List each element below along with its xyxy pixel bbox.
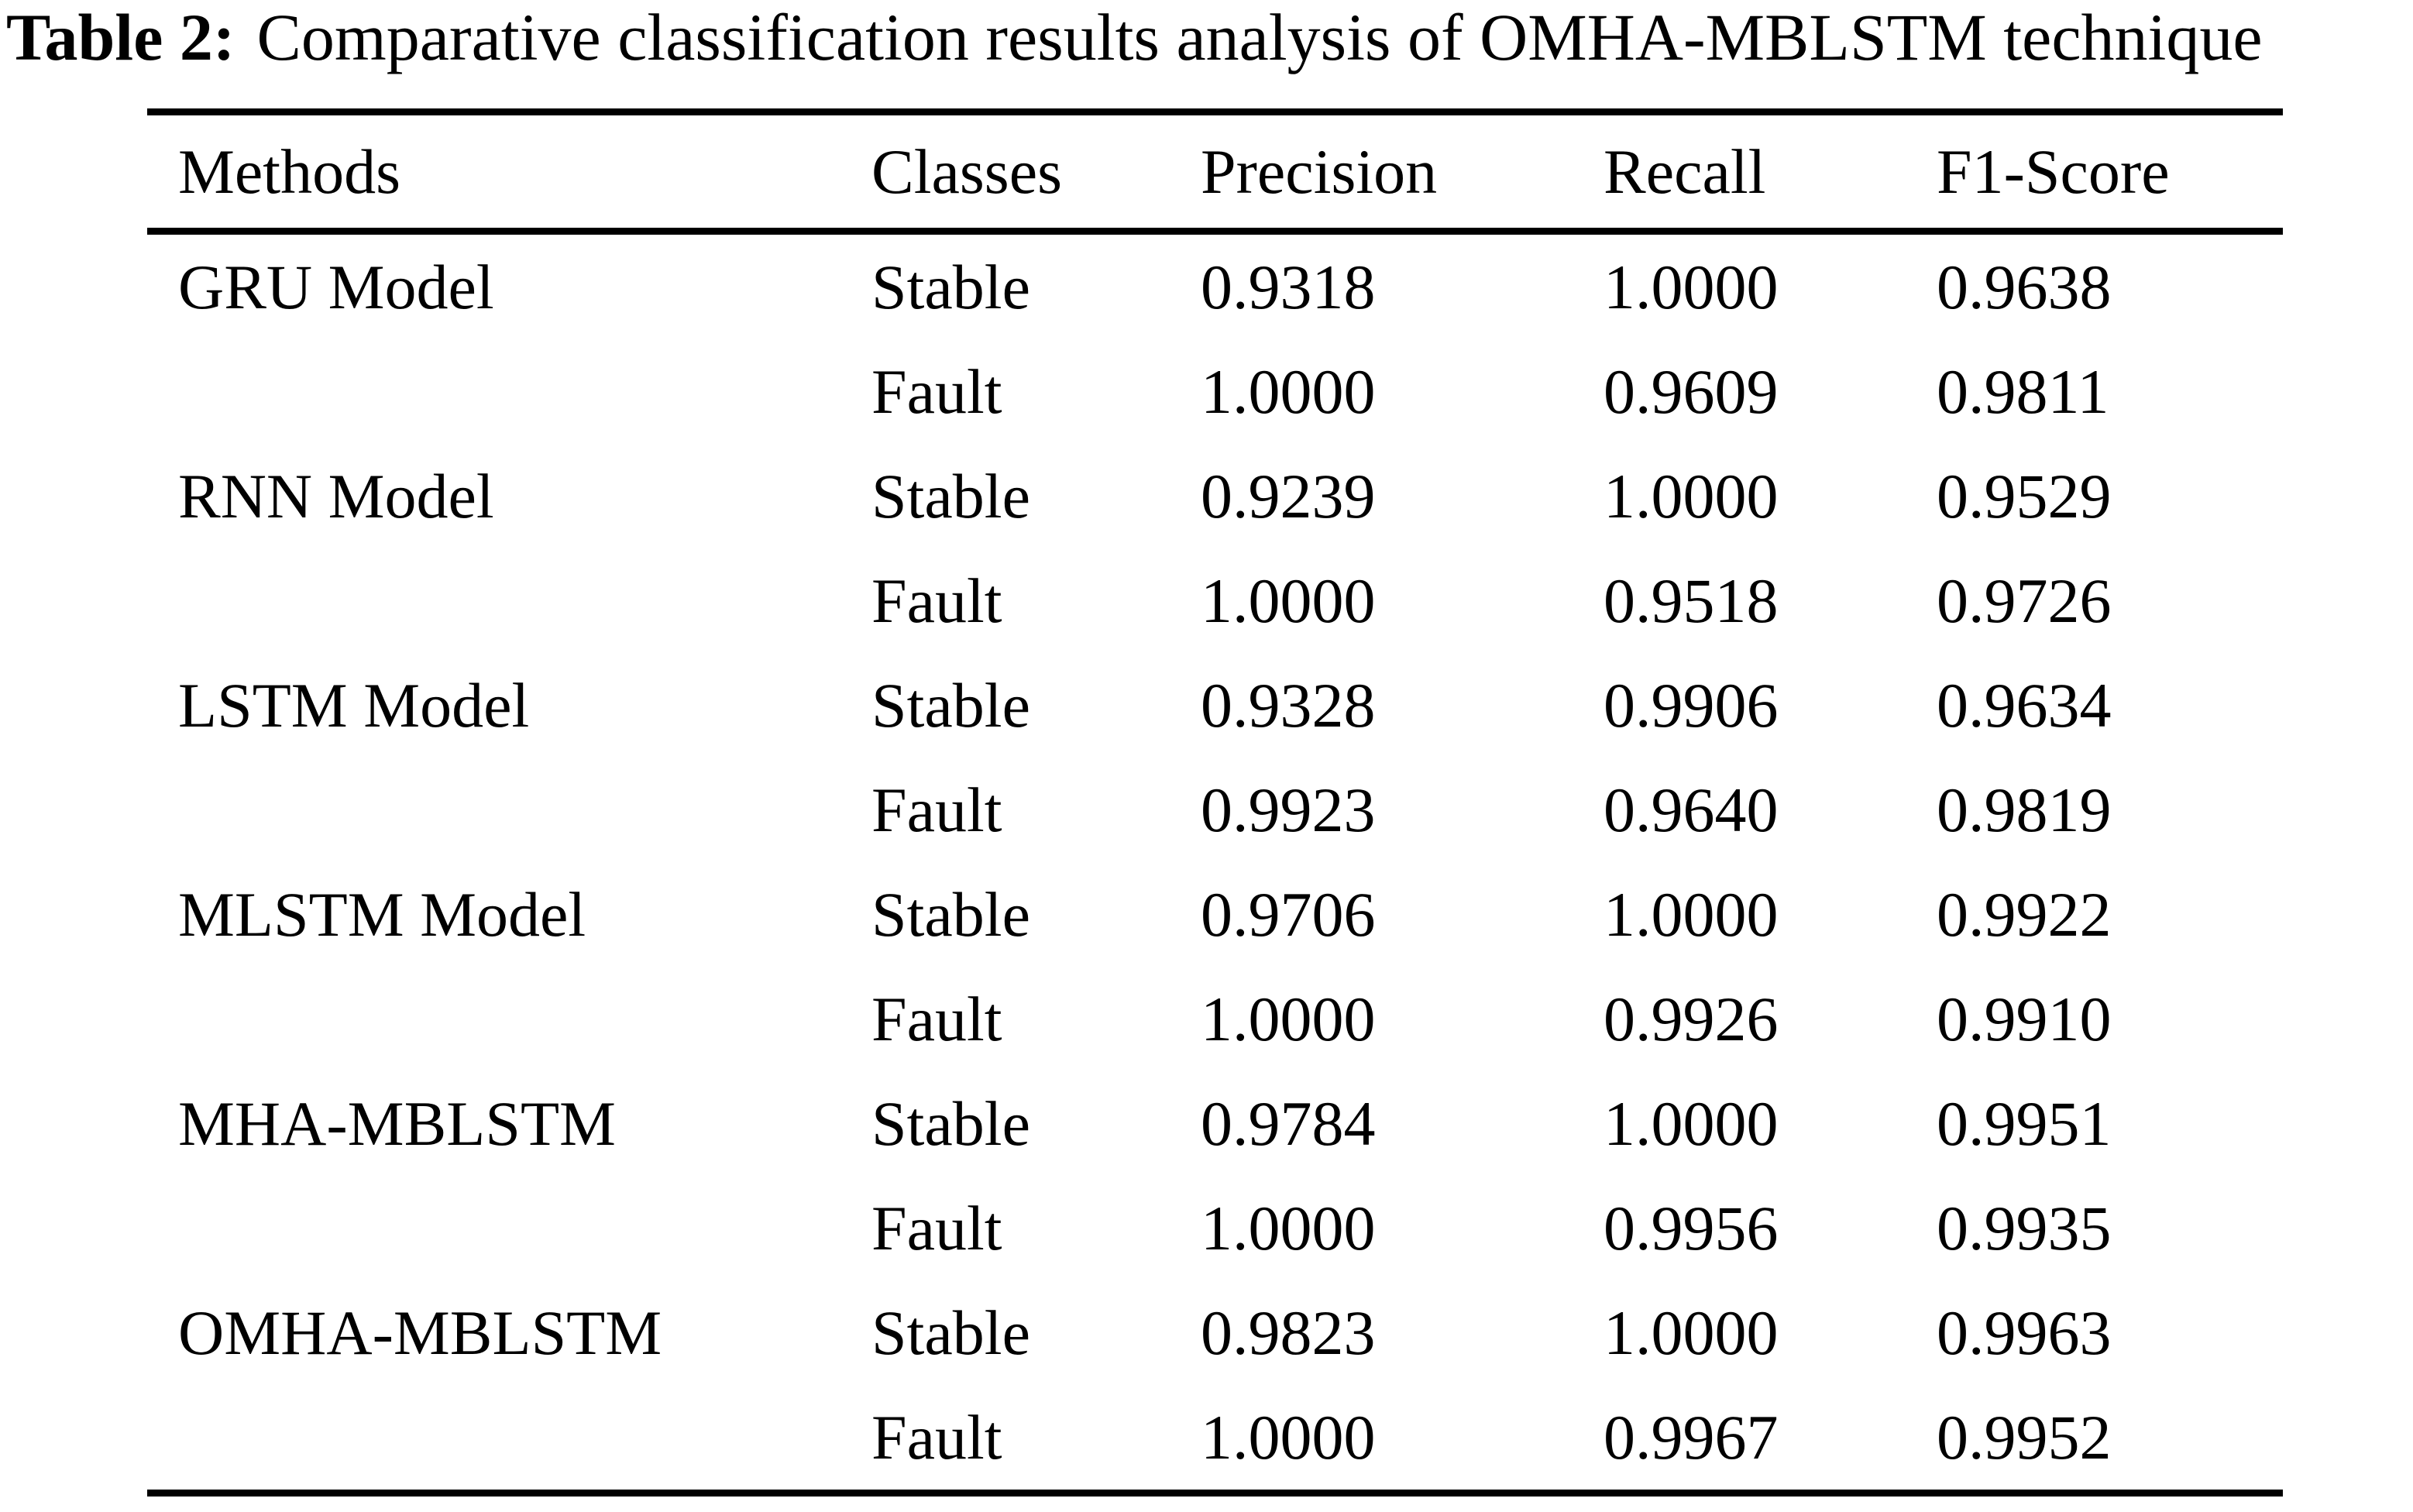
method-cell bbox=[147, 758, 871, 862]
recall-cell: 1.0000 bbox=[1604, 1297, 1779, 1368]
f1-cell: 0.9529 bbox=[1937, 460, 2112, 531]
precision-cell: 0.9784 bbox=[1201, 1088, 1376, 1159]
class-cell: Stable bbox=[871, 460, 1030, 531]
class-cell: Stable bbox=[871, 878, 1030, 950]
class-cell: Stable bbox=[871, 669, 1030, 741]
header-methods: Methods bbox=[178, 136, 400, 207]
f1-cell: 0.9634 bbox=[1937, 669, 2112, 741]
method-cell bbox=[147, 548, 871, 653]
table-caption: Table 2: Comparative classification resul… bbox=[6, 0, 2263, 74]
method-cell: MLSTM Model bbox=[178, 878, 586, 950]
method-cell: GRU Model bbox=[178, 251, 494, 322]
table-row: RNN Model Stable 0.9239 1.0000 0.9529 bbox=[147, 444, 2283, 548]
table-row: Fault 1.0000 0.9609 0.9811 bbox=[147, 339, 2283, 444]
precision-cell: 0.9923 bbox=[1201, 774, 1376, 845]
table-row: Fault 0.9923 0.9640 0.9819 bbox=[147, 758, 2283, 862]
header-precision: Precision bbox=[1201, 136, 1438, 207]
header-recall: Recall bbox=[1604, 136, 1766, 207]
recall-cell: 1.0000 bbox=[1604, 460, 1779, 531]
f1-cell: 0.9819 bbox=[1937, 774, 2112, 845]
f1-cell: 0.9963 bbox=[1937, 1297, 2112, 1368]
class-cell: Fault bbox=[871, 1401, 1002, 1472]
class-cell: Stable bbox=[871, 251, 1030, 322]
f1-cell: 0.9952 bbox=[1937, 1401, 2112, 1472]
precision-cell: 0.9318 bbox=[1201, 251, 1376, 322]
table-row: OMHA-MBLSTM Stable 0.9823 1.0000 0.9963 bbox=[147, 1280, 2283, 1385]
table-row: Fault 1.0000 0.9926 0.9910 bbox=[147, 967, 2283, 1071]
precision-cell: 1.0000 bbox=[1201, 356, 1376, 427]
recall-cell: 1.0000 bbox=[1604, 1088, 1779, 1159]
method-cell bbox=[147, 339, 871, 444]
class-cell: Fault bbox=[871, 565, 1002, 636]
precision-cell: 1.0000 bbox=[1201, 565, 1376, 636]
method-cell: RNN Model bbox=[178, 460, 494, 531]
f1-cell: 0.9951 bbox=[1937, 1088, 2112, 1159]
header-classes: Classes bbox=[871, 136, 1062, 207]
table-row: Fault 1.0000 0.9956 0.9935 bbox=[147, 1176, 2283, 1280]
class-cell: Stable bbox=[871, 1088, 1030, 1159]
precision-cell: 1.0000 bbox=[1201, 1192, 1376, 1263]
precision-cell: 1.0000 bbox=[1201, 983, 1376, 1054]
method-cell: OMHA-MBLSTM bbox=[178, 1297, 662, 1368]
table-row: MLSTM Model Stable 0.9706 1.0000 0.9922 bbox=[147, 862, 2283, 967]
recall-cell: 0.9926 bbox=[1604, 983, 1779, 1054]
class-cell: Fault bbox=[871, 356, 1002, 427]
method-cell bbox=[147, 1385, 871, 1493]
recall-cell: 0.9956 bbox=[1604, 1192, 1779, 1263]
precision-cell: 0.9706 bbox=[1201, 878, 1376, 950]
class-cell: Stable bbox=[871, 1297, 1030, 1368]
f1-cell: 0.9638 bbox=[1937, 251, 2112, 322]
method-cell bbox=[147, 1176, 871, 1280]
table-row: LSTM Model Stable 0.9328 0.9906 0.9634 bbox=[147, 653, 2283, 758]
f1-cell: 0.9811 bbox=[1937, 356, 2109, 427]
recall-cell: 0.9967 bbox=[1604, 1401, 1779, 1472]
recall-cell: 0.9518 bbox=[1604, 565, 1779, 636]
method-cell bbox=[147, 967, 871, 1071]
precision-cell: 0.9823 bbox=[1201, 1297, 1376, 1368]
table-row: Fault 1.0000 0.9518 0.9726 bbox=[147, 548, 2283, 653]
f1-cell: 0.9726 bbox=[1937, 565, 2112, 636]
recall-cell: 0.9609 bbox=[1604, 356, 1779, 427]
recall-cell: 1.0000 bbox=[1604, 251, 1779, 322]
class-cell: Fault bbox=[871, 983, 1002, 1054]
table-row: Fault 1.0000 0.9967 0.9952 bbox=[147, 1385, 2283, 1493]
f1-cell: 0.9910 bbox=[1937, 983, 2112, 1054]
f1-cell: 0.9935 bbox=[1937, 1192, 2112, 1263]
class-cell: Fault bbox=[871, 1192, 1002, 1263]
precision-cell: 0.9239 bbox=[1201, 460, 1376, 531]
table-row: MHA-MBLSTM Stable 0.9784 1.0000 0.9951 bbox=[147, 1071, 2283, 1176]
recall-cell: 0.9640 bbox=[1604, 774, 1779, 845]
class-cell: Fault bbox=[871, 774, 1002, 845]
header-f1-score: F1-Score bbox=[1937, 136, 2170, 207]
recall-cell: 1.0000 bbox=[1604, 878, 1779, 950]
precision-cell: 1.0000 bbox=[1201, 1401, 1376, 1472]
recall-cell: 0.9906 bbox=[1604, 669, 1779, 741]
precision-cell: 0.9328 bbox=[1201, 669, 1376, 741]
method-cell: LSTM Model bbox=[178, 669, 530, 741]
results-table: Methods Classes Precision Recall F1-Scor… bbox=[147, 108, 2283, 1497]
method-cell: MHA-MBLSTM bbox=[178, 1088, 616, 1159]
table-row: GRU Model Stable 0.9318 1.0000 0.9638 bbox=[147, 232, 2283, 340]
table-caption-text: Comparative classification results analy… bbox=[256, 0, 2263, 74]
header-row: Methods Classes Precision Recall F1-Scor… bbox=[147, 112, 2283, 232]
f1-cell: 0.9922 bbox=[1937, 878, 2112, 950]
table-caption-label: Table 2: bbox=[6, 0, 235, 74]
